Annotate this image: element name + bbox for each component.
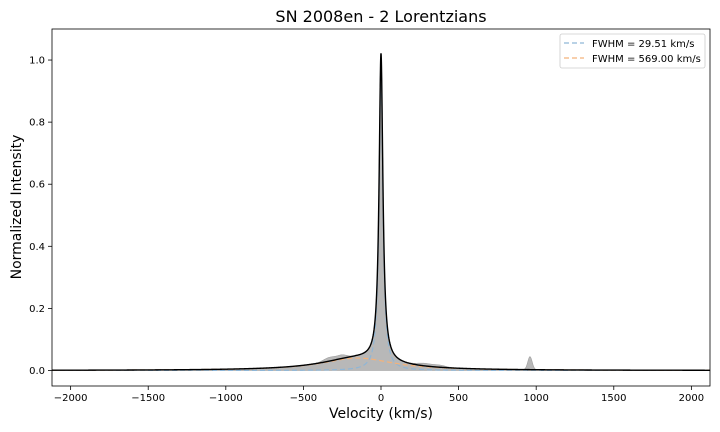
x-axis-ticks: −2000 −1500 −1000 −500 0 500 1000 1500 2000 (54, 386, 704, 404)
y-tick-label: 0.8 (29, 118, 45, 129)
x-tick-label: −500 (290, 393, 317, 404)
y-tick-label: 0.2 (29, 304, 45, 315)
x-tick-label: −1000 (209, 393, 243, 404)
x-tick-label: 0 (378, 393, 384, 404)
legend-label-broad: FWHM = 569.00 km/s (592, 54, 701, 65)
x-axis-title: Velocity (km/s) (329, 406, 433, 422)
x-tick-label: 1500 (601, 393, 626, 404)
y-axis-ticks: 0.0 0.2 0.4 0.6 0.8 1.0 (29, 56, 52, 377)
x-tick-label: −2000 (54, 393, 88, 404)
y-tick-label: 0.0 (29, 366, 45, 377)
y-tick-label: 0.4 (29, 242, 45, 253)
legend-label-narrow: FWHM = 29.51 km/s (592, 39, 694, 50)
y-tick-label: 1.0 (29, 56, 45, 67)
y-tick-label: 0.6 (29, 180, 45, 191)
chart-title: SN 2008en - 2 Lorentzians (275, 7, 486, 26)
legend-box (559, 33, 706, 69)
y-axis-title: Normalized Intensity (9, 135, 25, 280)
x-tick-label: −1500 (131, 393, 165, 404)
x-tick-label: 2000 (679, 393, 704, 404)
x-tick-label: 1000 (523, 393, 548, 404)
total-fit-line (52, 53, 710, 371)
x-tick-label: 500 (449, 393, 468, 404)
legend: FWHM = 29.51 km/s FWHM = 569.00 km/s (559, 33, 706, 69)
plot-area (51, 53, 711, 372)
